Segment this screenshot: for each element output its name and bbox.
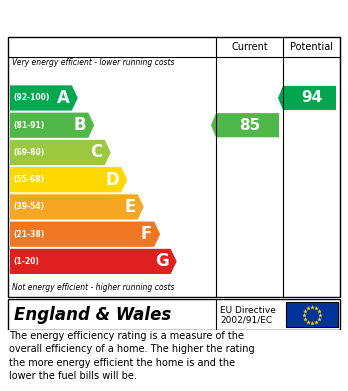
Text: The energy efficiency rating is a measure of the
overall efficiency of a home. T: The energy efficiency rating is a measur… xyxy=(9,331,254,381)
Text: E: E xyxy=(124,198,136,216)
Text: F: F xyxy=(141,225,152,243)
Text: B: B xyxy=(74,116,86,134)
Text: EU Directive
2002/91/EC: EU Directive 2002/91/EC xyxy=(220,305,276,325)
Text: (92-100): (92-100) xyxy=(13,93,49,102)
Polygon shape xyxy=(10,167,127,192)
Text: (1-20): (1-20) xyxy=(13,257,39,266)
Text: D: D xyxy=(105,171,119,189)
Polygon shape xyxy=(278,86,336,110)
Text: Very energy efficient - lower running costs: Very energy efficient - lower running co… xyxy=(12,58,174,67)
Text: A: A xyxy=(57,89,70,107)
Polygon shape xyxy=(10,113,94,138)
Text: 94: 94 xyxy=(301,90,322,106)
Polygon shape xyxy=(211,113,279,137)
Text: Potential: Potential xyxy=(290,42,333,52)
Polygon shape xyxy=(10,194,144,220)
Text: (81-91): (81-91) xyxy=(13,121,44,130)
Text: (55-68): (55-68) xyxy=(13,175,44,184)
Text: Energy Efficiency Rating: Energy Efficiency Rating xyxy=(9,10,230,25)
Polygon shape xyxy=(10,249,177,274)
Polygon shape xyxy=(10,140,111,165)
Polygon shape xyxy=(10,222,160,247)
Text: 85: 85 xyxy=(239,118,260,133)
Text: C: C xyxy=(90,143,103,161)
Text: (21-38): (21-38) xyxy=(13,230,44,239)
Text: G: G xyxy=(155,253,169,271)
Text: (69-80): (69-80) xyxy=(13,148,44,157)
Polygon shape xyxy=(10,85,78,111)
Text: Not energy efficient - higher running costs: Not energy efficient - higher running co… xyxy=(12,283,174,292)
Text: (39-54): (39-54) xyxy=(13,203,44,212)
Text: England & Wales: England & Wales xyxy=(14,306,171,324)
Text: Current: Current xyxy=(231,42,268,52)
Bar xyxy=(286,302,338,327)
